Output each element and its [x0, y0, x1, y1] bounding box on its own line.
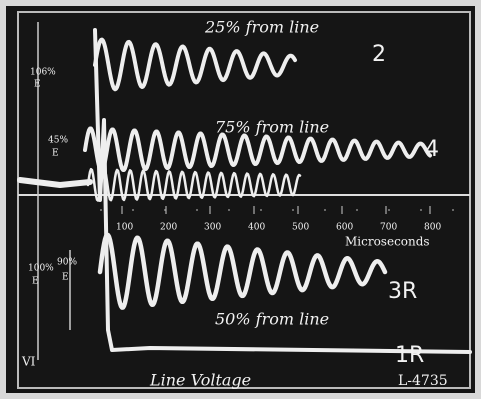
trace — [93, 28, 472, 354]
scale-unit: E — [62, 273, 69, 283]
screen-frame — [17, 11, 471, 389]
tick-label: 700 — [380, 223, 397, 233]
scale-label: 106% — [30, 68, 56, 78]
scale-label: 90% — [57, 258, 77, 268]
traces — [17, 28, 472, 354]
tick-label: 100 — [116, 223, 133, 233]
trace-label: Line Voltage — [149, 371, 251, 390]
tick-label: 400 — [248, 223, 265, 233]
marker-label: VI — [21, 355, 36, 369]
trace-label: 50% from line — [215, 310, 329, 329]
scale-label: 45% — [48, 136, 68, 146]
trace-id: 3R — [388, 279, 417, 304]
photo-background — [6, 6, 475, 393]
scale-label: 100% — [28, 264, 54, 274]
axis-unit: Microseconds — [345, 235, 430, 249]
scale-unit: E — [34, 80, 41, 90]
trace — [97, 232, 388, 310]
tick-label: 500 — [292, 223, 309, 233]
tick-label: 300 — [204, 223, 221, 233]
trace — [17, 177, 93, 188]
figure-id: L-4735 — [398, 373, 448, 389]
time-ticks: 100 200 300 400 500 600 700 800 — [116, 206, 441, 233]
trace-id: 1R — [395, 343, 424, 368]
trace — [86, 167, 302, 202]
tick-label: 800 — [424, 223, 441, 233]
tick-label: 600 — [336, 223, 353, 233]
trace — [83, 126, 432, 173]
trace-id: 4 — [425, 137, 439, 162]
trace-id: 2 — [372, 42, 386, 67]
scale-unit: E — [52, 149, 59, 159]
trace-label: 25% from line — [204, 18, 319, 37]
trace-label: 75% from line — [215, 118, 329, 137]
trace — [93, 37, 297, 92]
scale-unit: E — [32, 277, 39, 287]
tick-label: 200 — [160, 223, 177, 233]
